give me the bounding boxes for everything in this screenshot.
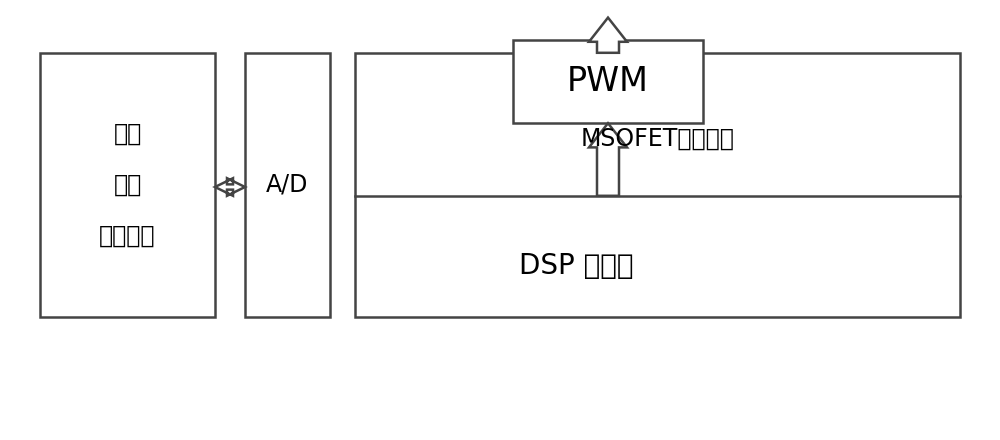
Polygon shape (589, 123, 627, 196)
Text: PWM: PWM (567, 65, 649, 98)
Polygon shape (589, 18, 627, 53)
Text: 电流: 电流 (113, 173, 142, 197)
Bar (513, 40, 703, 123)
Text: MSOFET驱动信号: MSOFET驱动信号 (581, 127, 735, 150)
Bar (40, 53, 215, 317)
Text: 电压: 电压 (113, 122, 142, 146)
Polygon shape (215, 178, 245, 196)
Text: A/D: A/D (266, 173, 309, 197)
Bar (355, 53, 960, 317)
Bar (245, 53, 330, 317)
Text: 检测电路: 检测电路 (99, 224, 156, 247)
Text: DSP 控制器: DSP 控制器 (519, 252, 633, 280)
